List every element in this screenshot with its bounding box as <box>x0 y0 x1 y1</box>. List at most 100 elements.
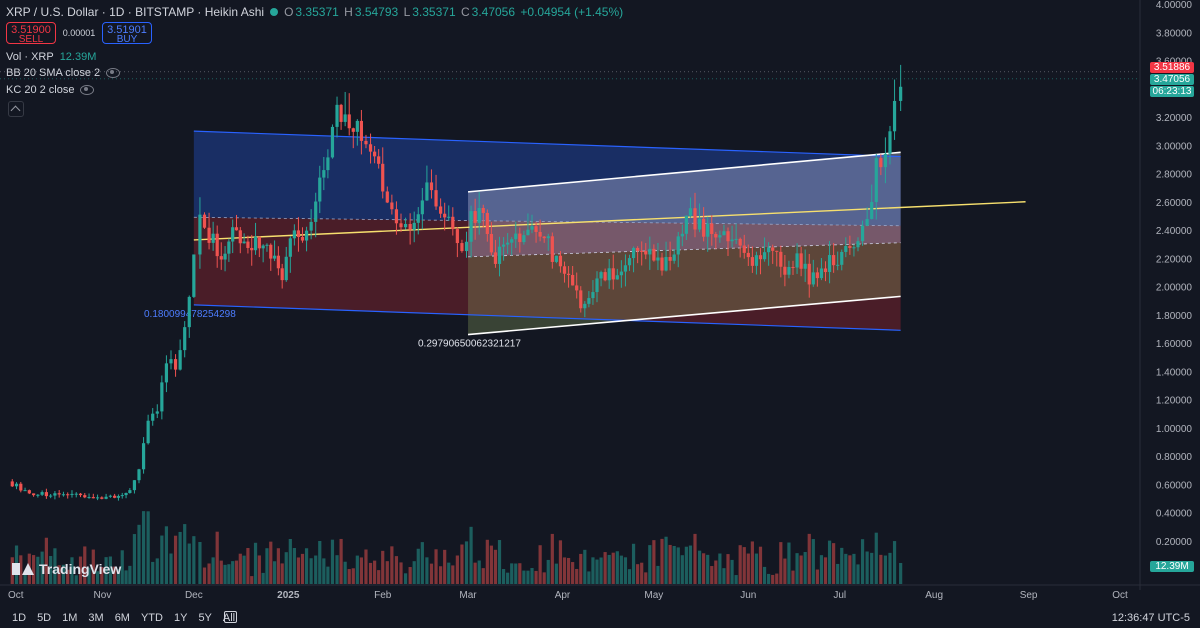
volume-bar <box>192 536 196 584</box>
volume-indicator[interactable]: Vol · XRP 12.39M <box>6 51 96 63</box>
clock[interactable]: 12:36:47 UTC-5 <box>1111 612 1190 624</box>
price-tick-label: 3.00000 <box>1156 141 1193 152</box>
volume-bar <box>754 553 759 584</box>
price-tick-label: 4.00000 <box>1156 0 1193 11</box>
collapse-legend-icon[interactable] <box>8 101 24 117</box>
candle-body <box>481 207 485 213</box>
volume-bar <box>718 553 722 584</box>
tradingview-logo[interactable]: TradingView <box>12 561 121 577</box>
candle-body <box>775 250 779 252</box>
range-3m[interactable]: 3M <box>88 612 104 624</box>
fib-label-right: 0.29790650062321217 <box>418 339 521 350</box>
volume-bar <box>722 568 726 584</box>
candle-body <box>615 275 619 280</box>
price-tick-label: 2.80000 <box>1156 170 1193 181</box>
candle-body <box>128 490 132 494</box>
range-ytd[interactable]: YTD <box>140 612 163 624</box>
volume-bar <box>207 563 211 584</box>
candle-body <box>636 247 640 251</box>
price-tick-label: 1.80000 <box>1156 311 1193 322</box>
volume-bar <box>250 576 254 584</box>
volume-bar <box>730 559 734 584</box>
bb-indicator[interactable]: BB 20 SMA close 2 <box>6 67 121 79</box>
volume-bar <box>481 568 485 584</box>
range-all[interactable]: All <box>222 612 236 624</box>
candle-body <box>726 231 730 242</box>
sell-button[interactable]: 3.51900 SELL <box>6 22 56 45</box>
candle-body <box>688 208 693 216</box>
candle-body <box>57 493 61 495</box>
volume-bar <box>455 555 459 584</box>
candle-body <box>309 221 313 231</box>
volume-bar <box>648 545 652 584</box>
volume-bar <box>811 539 815 584</box>
candle-body <box>664 257 668 271</box>
volume-bar <box>619 555 623 584</box>
candle-body <box>120 495 124 497</box>
range-1m[interactable]: 1M <box>62 612 78 624</box>
range-1y[interactable]: 1Y <box>173 612 188 624</box>
price-tick-label: 2.40000 <box>1156 226 1193 237</box>
candle-body <box>460 243 464 252</box>
candle-body <box>211 233 215 243</box>
volume-bars <box>10 511 903 584</box>
candle-body <box>807 263 811 285</box>
candle-body <box>874 158 878 203</box>
candle-body <box>70 493 74 495</box>
volume-bar <box>265 548 269 584</box>
range-6m[interactable]: 6M <box>114 612 130 624</box>
candle-body <box>758 255 763 260</box>
volume-bar <box>892 541 897 584</box>
volume-bar <box>571 562 575 584</box>
candle-body <box>108 495 112 497</box>
candle-body <box>322 170 326 178</box>
candle-body <box>710 223 714 235</box>
candle-body <box>40 492 44 495</box>
buy-label: BUY <box>116 34 138 45</box>
volume-bar <box>284 552 288 584</box>
time-tick-label: Dec <box>185 590 203 601</box>
volume-bar <box>412 561 416 584</box>
time-axis[interactable]: Oct Nov Dec 2025 Feb Mar Apr May Jun Jul Aug Sep Oct <box>0 584 1200 601</box>
close-value: 3.47056 <box>471 5 516 19</box>
volume-bar <box>795 553 799 584</box>
candle-body <box>246 241 250 248</box>
candle-body <box>304 230 309 241</box>
candle-body <box>420 200 424 215</box>
price-tick-label: 3.20000 <box>1156 113 1193 124</box>
candle-body <box>767 247 771 253</box>
volume-bar <box>684 546 688 584</box>
volume-bar <box>219 560 223 584</box>
range-1d[interactable]: 1D <box>12 612 27 624</box>
candle-body <box>231 227 235 242</box>
candle-body <box>899 86 903 101</box>
symbol-title[interactable]: XRP / U.S. Dollar · 1D · BITSTAMP · Heik… <box>6 5 265 19</box>
range-5d[interactable]: 5D <box>37 612 52 624</box>
volume-bar <box>656 565 660 584</box>
calendar-icon[interactable] <box>224 611 237 623</box>
yellow-trend-line <box>193 201 1026 241</box>
volume-bar <box>169 553 173 584</box>
volume-bar <box>615 551 619 584</box>
hidden-eye-icon[interactable] <box>80 85 95 95</box>
candle-body <box>684 215 688 234</box>
candle-body <box>261 245 265 249</box>
time-tick-label: Nov <box>94 590 112 601</box>
volume-bar <box>832 543 836 584</box>
range-5y[interactable]: 5Y <box>198 612 212 624</box>
volume-bar <box>583 549 587 584</box>
candle-body <box>892 100 897 132</box>
volume-bar <box>351 568 355 584</box>
channel-bottom-line <box>193 304 901 331</box>
volume-bar <box>326 566 330 584</box>
hidden-eye-icon[interactable] <box>106 68 121 78</box>
buy-button[interactable]: 3.51901 BUY <box>102 22 152 45</box>
volume-bar <box>100 566 104 584</box>
candle-body <box>44 492 48 497</box>
time-tick-label: 2025 <box>277 590 300 601</box>
candle-body <box>888 131 892 154</box>
candle-body <box>501 244 506 247</box>
kc-indicator[interactable]: KC 20 2 close <box>6 84 95 96</box>
volume-bar <box>644 572 648 584</box>
